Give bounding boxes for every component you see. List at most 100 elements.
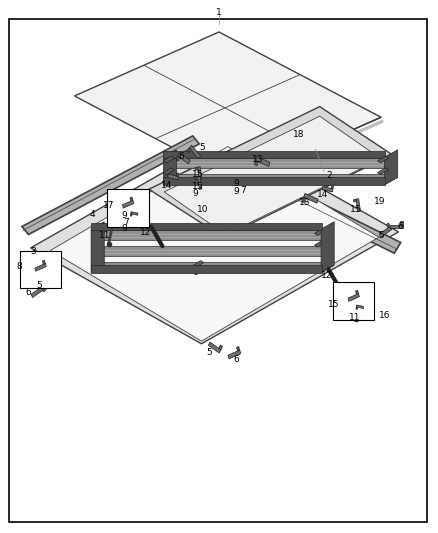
Polygon shape — [176, 156, 180, 161]
Polygon shape — [74, 32, 381, 181]
Polygon shape — [38, 283, 42, 288]
Polygon shape — [131, 214, 132, 216]
Polygon shape — [149, 107, 392, 237]
Text: 13: 13 — [299, 198, 310, 207]
Polygon shape — [193, 261, 204, 268]
Polygon shape — [189, 145, 201, 159]
Polygon shape — [163, 177, 385, 185]
Polygon shape — [178, 153, 190, 164]
Polygon shape — [385, 150, 398, 185]
Polygon shape — [163, 168, 174, 175]
Polygon shape — [314, 229, 325, 236]
Polygon shape — [331, 185, 333, 189]
Text: 17: 17 — [103, 201, 114, 210]
Text: 7: 7 — [123, 218, 129, 227]
Polygon shape — [219, 345, 223, 350]
Polygon shape — [357, 305, 364, 309]
Polygon shape — [276, 184, 401, 253]
Polygon shape — [31, 136, 399, 344]
Bar — [20, 251, 61, 288]
Polygon shape — [378, 156, 389, 163]
Polygon shape — [386, 223, 390, 228]
Text: 5: 5 — [206, 349, 212, 357]
Polygon shape — [42, 260, 45, 264]
Polygon shape — [91, 222, 104, 273]
Polygon shape — [50, 147, 379, 341]
Text: 19: 19 — [374, 197, 386, 206]
Polygon shape — [130, 197, 133, 201]
Text: 6: 6 — [233, 356, 240, 364]
Polygon shape — [400, 221, 403, 224]
Polygon shape — [164, 174, 385, 184]
Text: 5: 5 — [378, 231, 384, 240]
Polygon shape — [31, 287, 43, 297]
Text: 13: 13 — [252, 156, 263, 164]
Polygon shape — [187, 148, 191, 152]
Text: 14: 14 — [317, 190, 328, 199]
Text: 12: 12 — [321, 271, 332, 279]
Polygon shape — [356, 307, 357, 310]
Bar — [333, 282, 374, 320]
Polygon shape — [91, 223, 322, 230]
Text: 15: 15 — [350, 205, 361, 214]
Polygon shape — [163, 150, 177, 185]
Polygon shape — [195, 177, 198, 180]
Polygon shape — [164, 116, 381, 235]
Polygon shape — [193, 268, 204, 275]
Text: 4: 4 — [89, 210, 95, 219]
Text: 6: 6 — [178, 152, 184, 161]
Polygon shape — [92, 262, 322, 272]
Polygon shape — [353, 199, 357, 202]
Polygon shape — [314, 240, 325, 247]
Polygon shape — [379, 227, 392, 237]
Text: 5: 5 — [36, 281, 42, 289]
Text: 9: 9 — [192, 189, 198, 198]
Text: 16: 16 — [379, 311, 390, 320]
Text: 15: 15 — [328, 301, 339, 309]
Text: 10: 10 — [197, 205, 208, 214]
Polygon shape — [92, 246, 322, 256]
Polygon shape — [92, 230, 322, 240]
Polygon shape — [208, 342, 221, 353]
Text: 5: 5 — [199, 143, 205, 152]
Polygon shape — [42, 278, 53, 292]
Polygon shape — [91, 229, 102, 236]
Text: 11: 11 — [349, 313, 360, 321]
Polygon shape — [356, 199, 360, 212]
Polygon shape — [303, 197, 306, 203]
Polygon shape — [256, 157, 270, 166]
Polygon shape — [198, 167, 202, 180]
Polygon shape — [91, 240, 102, 247]
Polygon shape — [195, 167, 198, 170]
Text: 12: 12 — [140, 228, 151, 237]
Polygon shape — [22, 136, 199, 235]
Text: 2: 2 — [327, 172, 332, 180]
Text: 11: 11 — [99, 231, 111, 240]
Text: 3: 3 — [30, 247, 36, 256]
Polygon shape — [356, 290, 358, 294]
Polygon shape — [91, 265, 322, 273]
Text: 18: 18 — [293, 130, 304, 139]
Polygon shape — [348, 294, 360, 301]
Polygon shape — [131, 212, 138, 215]
Polygon shape — [164, 158, 385, 168]
Polygon shape — [198, 176, 202, 189]
Polygon shape — [304, 193, 318, 203]
Polygon shape — [378, 168, 389, 175]
Polygon shape — [177, 173, 179, 176]
Text: 9: 9 — [121, 212, 127, 220]
Polygon shape — [163, 151, 385, 158]
Text: 1: 1 — [216, 8, 222, 17]
Text: 15: 15 — [192, 170, 204, 179]
Polygon shape — [122, 200, 134, 208]
Text: 9: 9 — [121, 224, 127, 232]
Text: 8: 8 — [17, 262, 23, 271]
Polygon shape — [321, 222, 334, 273]
Polygon shape — [163, 156, 174, 163]
Bar — [107, 189, 149, 227]
Polygon shape — [228, 350, 241, 359]
Polygon shape — [390, 224, 403, 229]
Text: 9: 9 — [233, 180, 240, 188]
Text: 9: 9 — [233, 188, 240, 196]
Text: 6: 6 — [397, 222, 403, 231]
